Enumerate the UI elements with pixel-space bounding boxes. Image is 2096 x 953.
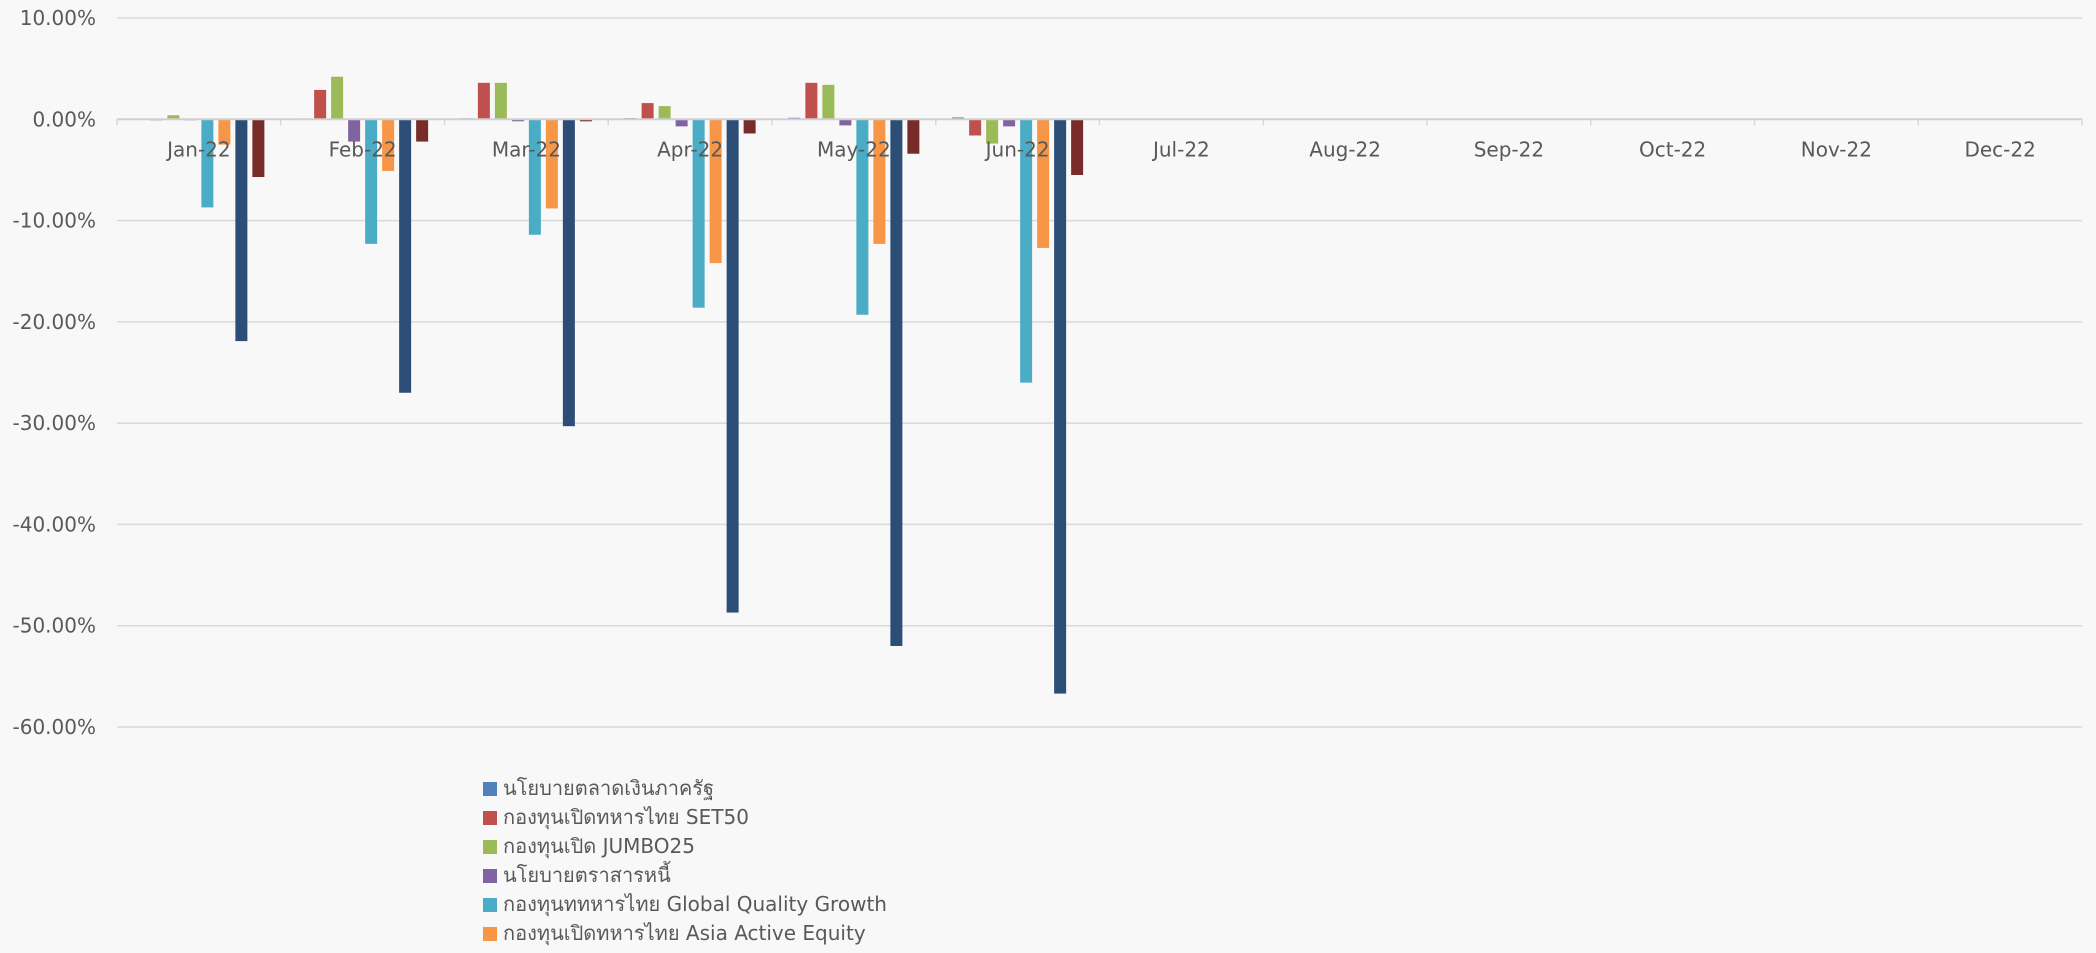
legend-swatch	[483, 926, 497, 941]
bar	[477, 82, 490, 120]
bar	[528, 119, 541, 235]
bar	[839, 119, 852, 126]
bar	[675, 119, 688, 127]
bar	[822, 84, 835, 120]
bar	[201, 119, 214, 208]
y-tick-label: -20.00%	[13, 310, 96, 334]
legend-label: กองทุนเปิด JUMBO25	[503, 834, 695, 858]
legend-item: กองทุนเปิด JUMBO25	[483, 832, 887, 861]
x-tick-label: Jan-22	[165, 137, 231, 161]
bar	[890, 119, 903, 646]
bar	[709, 119, 722, 264]
bar	[235, 119, 248, 342]
y-tick-label: -60.00%	[13, 715, 96, 739]
bar	[348, 119, 361, 142]
x-tick-label: Mar-22	[492, 137, 561, 161]
bar	[331, 76, 344, 120]
x-tick-label: Aug-22	[1309, 137, 1381, 161]
x-tick-label: Sep-22	[1474, 137, 1544, 161]
x-tick-label: Nov-22	[1801, 137, 1872, 161]
bar	[545, 119, 558, 209]
legend-swatch	[483, 810, 497, 825]
bar	[1003, 119, 1016, 127]
legend-item: นโยบายตลาดเงินภาครัฐ	[483, 774, 887, 803]
legend-item: นโยบายตราสารหนี้	[483, 861, 887, 890]
y-tick-label: -30.00%	[13, 411, 96, 435]
legend-item: กองทุนเปิดทหารไทย SET50	[483, 803, 887, 832]
legend-item: กองทุนเปิดทหารไทย Asia Active Equity	[483, 919, 887, 948]
legend-label: กองทุนเปิดทหารไทย SET50	[503, 805, 749, 829]
y-tick-label: -10.00%	[13, 209, 96, 233]
bar	[167, 115, 180, 120]
bar	[1020, 119, 1033, 383]
x-tick-label: Apr-22	[657, 137, 723, 161]
bar	[726, 119, 739, 613]
legend-label: นโยบายตราสารหนี้	[503, 863, 671, 887]
bar	[562, 119, 575, 427]
legend-swatch	[483, 839, 497, 854]
y-tick-label: 10.00%	[20, 6, 96, 30]
legend-swatch	[483, 897, 497, 912]
bar	[1037, 119, 1050, 248]
bar	[873, 119, 886, 244]
bar	[252, 119, 265, 178]
bars	[133, 76, 1084, 694]
legend-label: นโยบายตลาดเงินภาครัฐ	[503, 776, 715, 800]
legend-swatch	[483, 868, 497, 883]
bar	[969, 119, 982, 136]
x-tick-label: Jun-22	[984, 137, 1050, 161]
legend-swatch	[483, 781, 497, 796]
bar	[907, 119, 920, 154]
legend-label: กองทุนเปิดทหารไทย Asia Active Equity	[503, 921, 866, 945]
bar	[399, 119, 412, 393]
x-tick-label: Oct-22	[1639, 137, 1706, 161]
bar	[1071, 119, 1084, 175]
x-tick-label: Dec-22	[1964, 137, 2035, 161]
bar	[314, 89, 327, 120]
bar	[365, 119, 378, 244]
legend-item: กองทุนททหารไทย Global Quality Growth	[483, 890, 887, 919]
bar	[1054, 119, 1067, 694]
x-tick-label: Jul-22	[1151, 137, 1210, 161]
bar	[218, 119, 231, 145]
bar	[382, 119, 395, 171]
bar	[416, 119, 429, 142]
x-tick-label: Feb-22	[329, 137, 397, 161]
legend: นโยบายตลาดเงินภาครัฐกองทุนเปิดทหารไทย SE…	[483, 774, 887, 948]
y-tick-label: -40.00%	[13, 512, 96, 536]
bar	[579, 119, 592, 122]
legend-label: กองทุนททหารไทย Global Quality Growth	[503, 892, 887, 916]
bar	[658, 106, 671, 120]
bar	[494, 82, 507, 120]
x-tick-label: May-22	[817, 137, 891, 161]
bar	[511, 119, 524, 122]
y-tick-label: 0.00%	[32, 107, 96, 131]
bar	[805, 82, 818, 120]
bar	[986, 119, 999, 144]
x-axis-ticks: Jan-22 Feb-22 Mar-22 Apr-22 May-22 Jun-22 Jul-…	[165, 137, 2036, 161]
bar	[641, 103, 654, 120]
y-axis-ticks: 10.00% 0.00% -10.00% -20.00% -30.00% -40.00% -…	[13, 6, 96, 739]
y-tick-label: -50.00%	[13, 614, 96, 638]
bar	[692, 119, 705, 308]
bar	[856, 119, 869, 315]
bar	[743, 119, 756, 134]
